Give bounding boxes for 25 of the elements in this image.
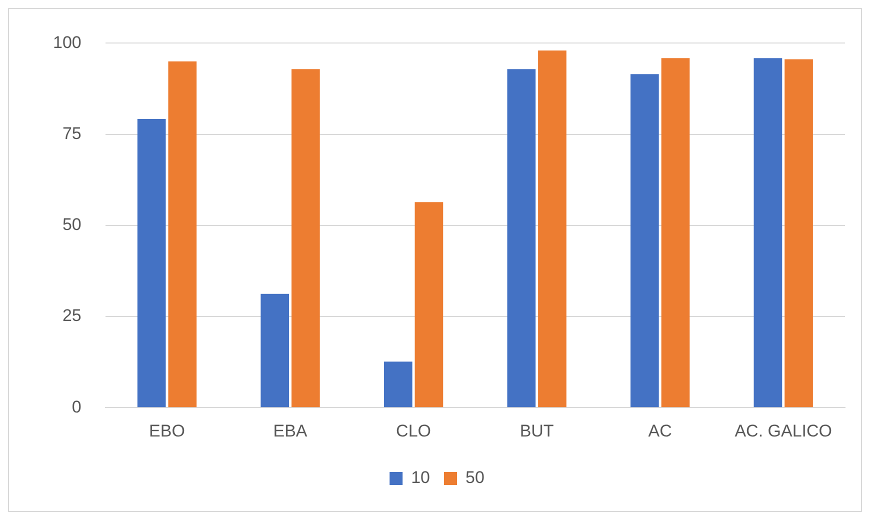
bar [260, 294, 290, 408]
bar [384, 362, 412, 408]
x-tick-label: EBO [149, 421, 185, 440]
bar [538, 50, 566, 408]
x-tick-label: EBA [273, 421, 308, 440]
x-tick-label: BUT [520, 421, 554, 440]
x-tick-label: CLO [396, 421, 432, 440]
y-tick-label: 0 [72, 397, 82, 416]
bar [168, 61, 197, 408]
bar [784, 59, 813, 408]
bar [292, 69, 320, 408]
bar [414, 202, 444, 408]
y-tick-label: 100 [52, 32, 82, 52]
x-tick-label: AC. GALICO [734, 421, 832, 440]
bar [137, 118, 166, 408]
bar [661, 58, 690, 408]
legend-label: 50 [466, 468, 484, 488]
y-tick-label: 25 [62, 306, 82, 326]
bar [630, 74, 659, 408]
x-tick-label: AC [648, 421, 672, 440]
y-tick-label: 75 [62, 124, 82, 143]
legend-label: 10 [411, 468, 430, 488]
y-tick-label: 50 [62, 215, 82, 234]
bar [754, 58, 782, 408]
bar [507, 69, 536, 408]
